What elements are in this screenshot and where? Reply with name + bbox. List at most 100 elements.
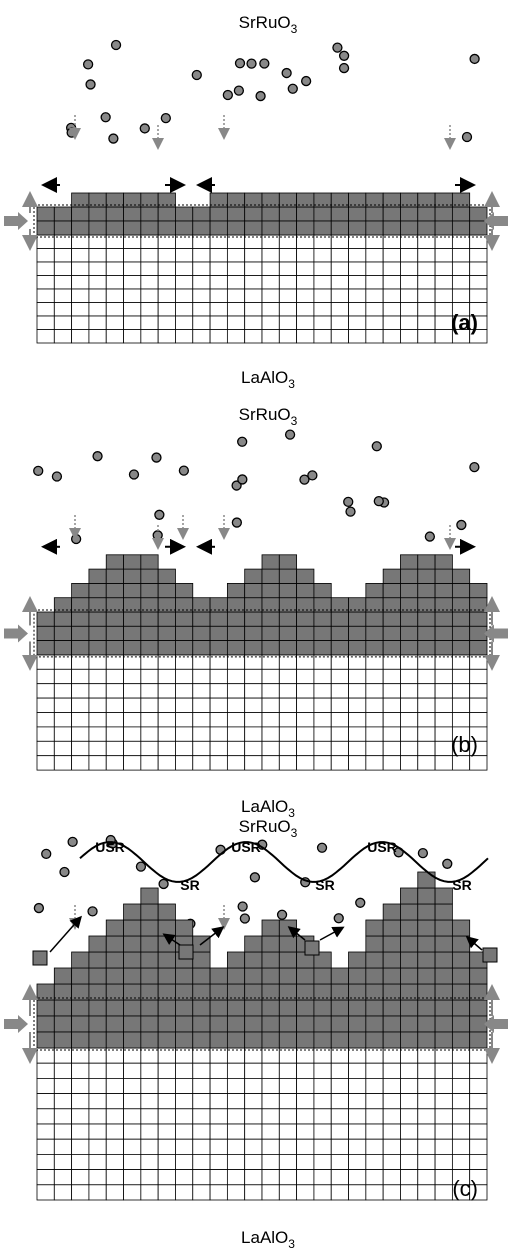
film-cell	[36, 640, 55, 656]
substrate-cell	[296, 1078, 315, 1095]
island-cell	[434, 554, 453, 570]
substrate-cell	[296, 315, 315, 330]
substrate-cell	[192, 329, 211, 344]
island-cell	[261, 951, 280, 969]
substrate-cell	[157, 248, 176, 263]
substrate-cell	[140, 329, 159, 344]
top-label-sub: 3	[291, 22, 298, 36]
adatom	[191, 69, 202, 81]
island-cell	[140, 583, 159, 599]
film-cell	[417, 206, 436, 222]
island-cell	[400, 951, 419, 969]
substrate-cell	[175, 1093, 194, 1110]
island-cell	[417, 554, 436, 570]
substrate-cell	[36, 740, 55, 757]
substrate-cell	[330, 261, 349, 276]
film-cell	[244, 1015, 263, 1033]
substrate-cell	[157, 329, 176, 344]
island-cell	[71, 583, 90, 599]
substrate-cell	[175, 1184, 194, 1201]
island-cell	[140, 554, 159, 570]
substrate-cell	[105, 1154, 124, 1171]
substrate-cell	[226, 668, 246, 685]
film-cell	[348, 611, 367, 627]
substrate-cell	[278, 1062, 298, 1079]
film-cell	[261, 611, 280, 627]
substrate-cell	[313, 248, 332, 263]
island-cell	[105, 919, 124, 937]
film-cell	[175, 220, 194, 236]
film-cell	[209, 1015, 228, 1033]
island-cell	[140, 887, 159, 905]
substrate-cell	[434, 1093, 453, 1110]
substrate-cell	[313, 275, 332, 290]
island-cell	[417, 871, 436, 889]
island-cell	[278, 967, 298, 985]
substrate-cell	[105, 1078, 124, 1095]
substrate-cell	[296, 1062, 315, 1079]
film-cell	[175, 611, 194, 627]
substrate-cell	[105, 726, 124, 742]
substrate-cell	[36, 697, 55, 713]
film-cell	[330, 206, 349, 222]
film-cell	[400, 1015, 419, 1033]
substrate-cell	[123, 329, 142, 344]
substrate-cell	[348, 683, 367, 699]
substrate-cell	[382, 302, 401, 317]
substrate-cell	[244, 315, 263, 330]
island-cell	[382, 903, 401, 921]
substrate-cell	[226, 1169, 246, 1186]
film-cell	[451, 999, 471, 1017]
substrate-cell	[296, 302, 315, 317]
substrate-cell	[261, 1154, 280, 1171]
substrate-cell	[244, 1093, 263, 1110]
island-cell	[434, 903, 453, 921]
substrate-cell	[36, 1184, 55, 1201]
substrate-cell	[105, 1169, 124, 1186]
film-cell	[88, 611, 107, 627]
adatom	[82, 59, 94, 70]
substrate-cell	[313, 755, 332, 771]
substrate-cell	[417, 248, 436, 263]
adatom	[469, 461, 480, 473]
film-cell	[469, 220, 488, 236]
substrate-cell	[226, 697, 246, 713]
island-cell	[469, 583, 488, 599]
film-cell	[330, 220, 349, 236]
film-cell	[192, 1031, 211, 1049]
substrate-cell	[140, 1108, 159, 1125]
substrate-cell	[175, 302, 194, 317]
substrate-cell	[451, 1138, 471, 1155]
film-cell	[157, 611, 176, 627]
film-cell	[330, 611, 349, 627]
substrate-cell	[434, 1184, 453, 1201]
island-cell	[278, 583, 298, 599]
substrate-cell	[53, 1184, 73, 1201]
adatom	[128, 469, 140, 480]
island-cell	[123, 919, 142, 937]
substrate-cell	[192, 315, 211, 330]
film-cell	[296, 611, 315, 627]
substrate-cell	[175, 315, 194, 330]
island-cell	[105, 951, 124, 969]
compression-arrow	[4, 624, 28, 643]
substrate-cell	[157, 668, 176, 685]
island-cell	[278, 935, 298, 953]
substrate-cell	[140, 275, 159, 290]
film-cell	[434, 1015, 453, 1033]
substrate-cell	[36, 275, 55, 290]
substrate-cell	[434, 288, 453, 303]
island-cell	[417, 935, 436, 953]
substrate-cell	[451, 1154, 471, 1171]
substrate-cell	[365, 275, 384, 290]
film-cell	[348, 625, 367, 641]
bottom-label-base: LaAlO	[241, 1228, 288, 1247]
film-cell	[88, 1031, 107, 1049]
island-cell	[417, 967, 436, 985]
island-cell	[105, 935, 124, 953]
substrate-cell	[417, 1169, 436, 1186]
sr-label: SR	[452, 877, 471, 893]
substrate-cell	[105, 1123, 124, 1140]
substrate-cell	[244, 755, 263, 771]
